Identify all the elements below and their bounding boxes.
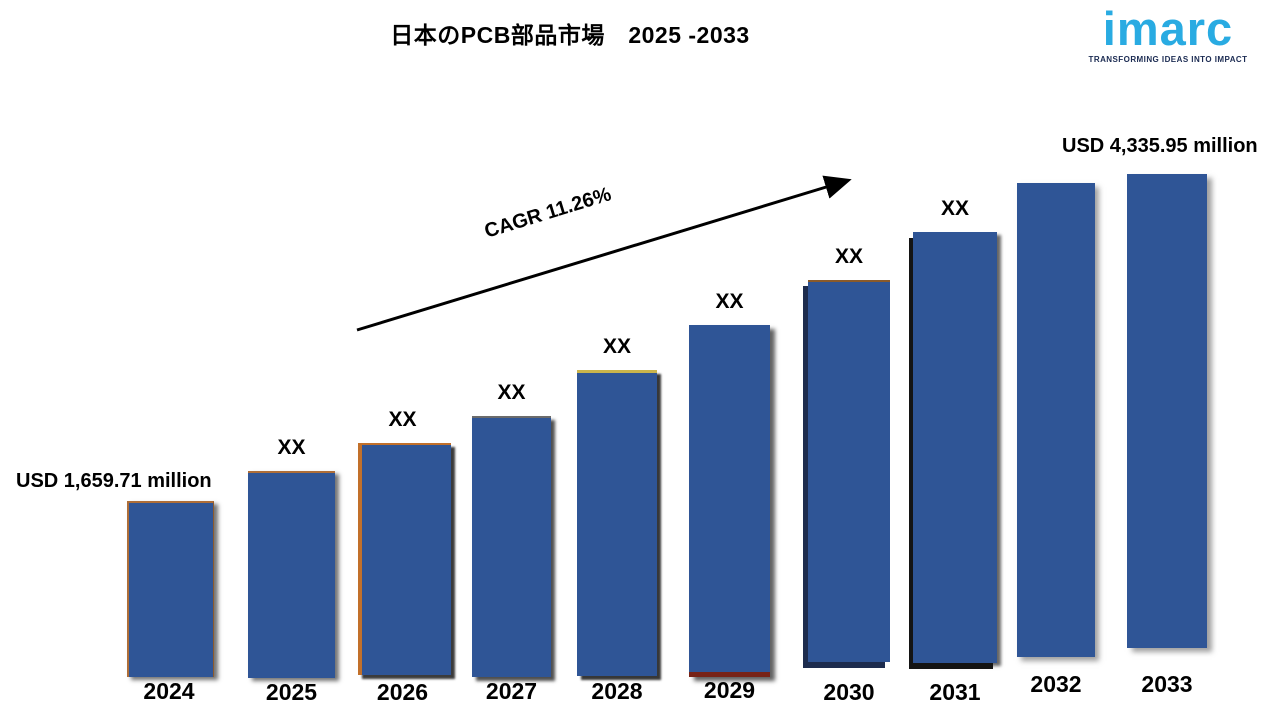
bar-2024 — [127, 501, 214, 677]
bar-2026 — [358, 443, 451, 675]
axis-label-2027: 2027 — [485, 678, 538, 704]
axis-label-2025: 2025 — [265, 679, 318, 705]
axis-label-2033: 2033 — [1141, 671, 1193, 697]
value-label-2024: USD 1,659.71 million — [16, 470, 212, 492]
bar-2029 — [689, 325, 770, 677]
bar-value-label-2027: XX — [497, 381, 526, 404]
imarc-logo-tagline: TRANSFORMING IDEAS INTO IMPACT — [1088, 55, 1248, 65]
axis-label-2026: 2026 — [376, 679, 429, 705]
bar-2025 — [248, 471, 335, 678]
imarc-logo: imarc TRANSFORMING IDEAS INTO IMPACT — [1082, 2, 1254, 65]
axis-label-2030: 2030 — [823, 679, 875, 705]
axis-label-2032: 2032 — [1030, 671, 1082, 697]
value-label-2033: USD 4,335.95 million — [1062, 135, 1258, 157]
imarc-logo-text: imarc — [1102, 2, 1234, 55]
bar-value-label-2026: XX — [388, 408, 417, 431]
axis-label-2028: 2028 — [591, 678, 643, 704]
bar-2028 — [577, 370, 657, 676]
bar-2031 — [913, 232, 997, 663]
bar-value-label-2028: XX — [602, 335, 631, 358]
bar-value-label-2029: XX — [715, 290, 744, 313]
bar-2033 — [1127, 174, 1207, 648]
chart-title: 日本のPCB部品市場 2025 -2033 — [390, 22, 750, 48]
bar-value-label-2025: XX — [277, 436, 306, 459]
bar-value-label-2030: XX — [834, 245, 863, 268]
axis-label-2024: 2024 — [143, 678, 195, 704]
axis-label-2029: 2029 — [703, 677, 756, 703]
bar-2027 — [472, 416, 551, 677]
axis-label-2031: 2031 — [929, 679, 981, 705]
bar-2030 — [808, 280, 890, 662]
bar-value-label-2031: XX — [940, 197, 969, 220]
bar-2032 — [1017, 183, 1095, 657]
